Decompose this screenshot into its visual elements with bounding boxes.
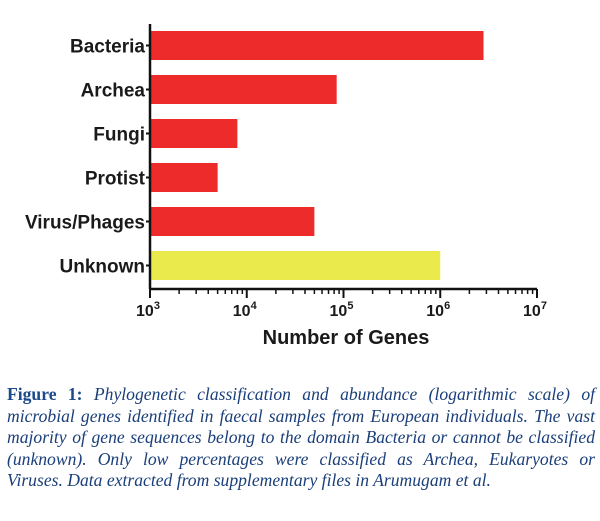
bar-protist <box>150 163 218 192</box>
category-label-virus-phages: Virus/Phages <box>25 213 145 234</box>
x-tick-label: 106 <box>426 300 450 320</box>
bar-unknown <box>150 251 441 280</box>
x-tick-label: 105 <box>330 300 354 320</box>
bars-layer <box>150 31 484 280</box>
x-axis-title: Number of Genes <box>263 327 430 349</box>
bar-chart: Bacteria Archea Fungi Protist Virus/Phages Un… <box>25 24 547 349</box>
bar-virus-phages <box>150 207 315 236</box>
x-axis: 103 104 105 106 107 <box>136 24 547 320</box>
category-label-protist: Protist <box>85 169 146 190</box>
category-label-fungi: Fungi <box>93 125 145 146</box>
x-tick-label: 104 <box>233 300 258 320</box>
x-tick-label: 107 <box>523 300 547 320</box>
category-label-unknown: Unknown <box>60 257 146 278</box>
figure-label: Figure 1: <box>7 384 83 404</box>
x-tick-label: 103 <box>136 300 160 320</box>
bar-archea <box>150 75 337 104</box>
figure-caption-text: Phylogenetic classification and abundanc… <box>7 384 596 490</box>
figure-caption: Figure 1: Phylogenetic classification an… <box>7 384 595 492</box>
bar-fungi <box>150 119 238 148</box>
bar-bacteria <box>150 31 484 60</box>
category-label-archea: Archea <box>81 81 146 102</box>
category-label-bacteria: Bacteria <box>70 37 145 58</box>
category-labels: Bacteria Archea Fungi Protist Virus/Phages Un… <box>25 37 146 278</box>
